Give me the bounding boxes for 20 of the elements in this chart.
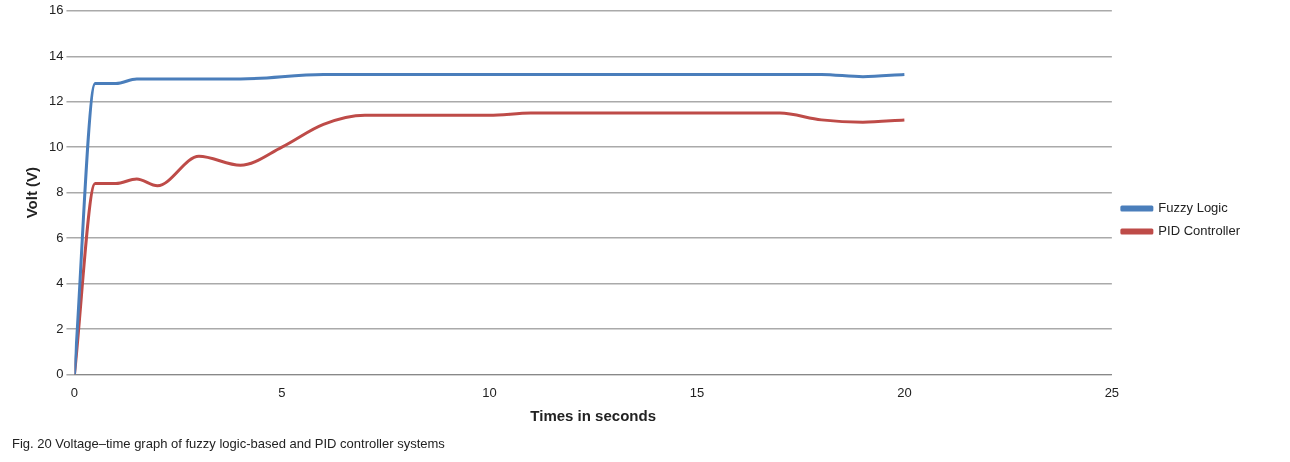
caption: Fig. 20 Voltage–time graph of fuzzy logic-based and PID controller systems	[12, 436, 445, 451]
x-tick-label: 10	[482, 384, 497, 400]
legend-label: PID Controller	[1158, 223, 1241, 239]
y-tick-label: 8	[56, 184, 64, 200]
x-axis-title: Times in seconds	[530, 407, 656, 425]
y-axis-title: Volt (V)	[23, 166, 41, 219]
x-tick-label: 5	[278, 384, 286, 400]
y-tick-label: 10	[48, 138, 64, 154]
legend-label: Fuzzy Logic	[1158, 200, 1229, 216]
y-tick-label: 2	[56, 320, 64, 336]
y-tick-label: 0	[56, 365, 64, 381]
y-tick-label: 12	[48, 93, 64, 109]
y-tick-label: 6	[56, 229, 64, 245]
y-tick-label: 14	[48, 47, 64, 63]
y-tick-label: 4	[56, 275, 64, 291]
x-tick-label: 25	[1104, 384, 1120, 400]
x-tick-label: 0	[70, 384, 79, 400]
y-tick-label: 16	[48, 2, 64, 18]
x-tick-label: 20	[897, 384, 912, 400]
x-tick-label: 15	[689, 384, 705, 400]
